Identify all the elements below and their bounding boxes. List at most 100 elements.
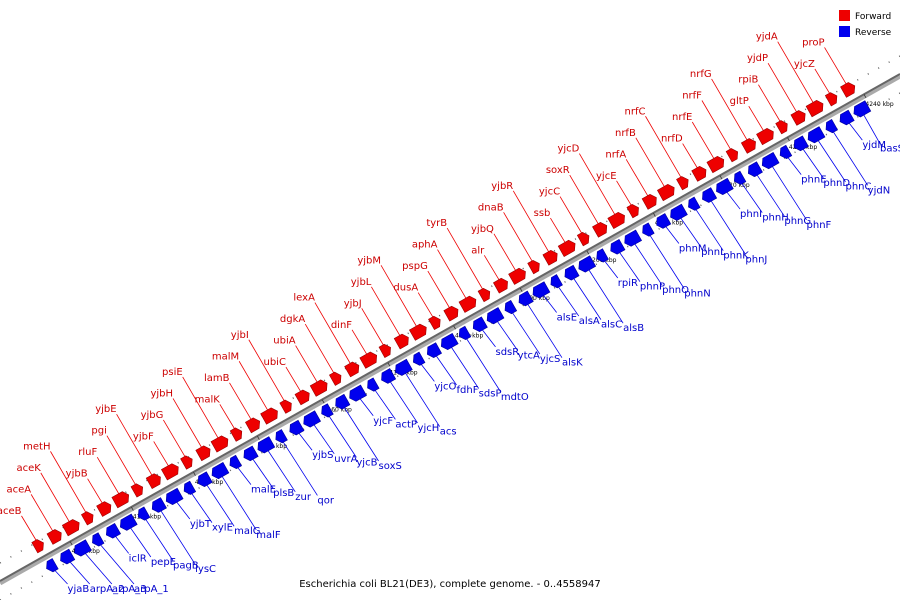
gene-phno-label[interactable]: phnO [662,285,689,296]
gene-phng-label[interactable]: phnG [784,216,811,227]
gene-pepe-label[interactable]: pepE [151,557,176,568]
gene-tyrb-label[interactable]: tyrB [426,218,447,229]
gene-yjbm-label[interactable]: yjbM [357,255,381,266]
gene-phnn-label[interactable]: phnN [684,289,711,300]
gene-malm-label[interactable]: malM [212,351,239,362]
gene-yjbj-label[interactable]: yjbJ [344,298,362,309]
gene-acea-label[interactable]: aceA [7,484,32,495]
gene-yjbl-label[interactable]: yjbL [351,277,372,288]
gene-phnd-label[interactable]: phnD [823,178,850,189]
gene-alsc-label[interactable]: alsC [601,320,622,331]
gene-dgka-label[interactable]: dgkA [280,314,305,325]
gene-malk-label[interactable]: malK [195,394,221,405]
gene-yjbh-label[interactable]: yjbH [150,388,173,399]
gene-yjcf-label[interactable]: yjcF [373,416,393,427]
gene-acek-label[interactable]: aceK [16,463,41,474]
gene-bass-label[interactable]: basS [880,144,900,155]
gene-nrfb-label[interactable]: nrfB [615,128,636,139]
gene-plsb-label[interactable]: plsB [273,488,294,499]
gene-alsb-label[interactable]: alsB [623,323,644,334]
gene-yjbt-label[interactable]: yjbT [190,519,212,530]
gene-yjab-label[interactable]: yjaB [68,584,90,595]
gene-aceb-label[interactable]: aceB [0,506,22,517]
gene-yjbb-label[interactable]: yjbB [66,469,88,480]
gene-phne-label[interactable]: phnE [801,175,826,186]
gene-yjcs-label[interactable]: yjcS [540,354,561,365]
gene-prop-label[interactable]: proP [802,37,824,48]
gene-yjch-label[interactable]: yjcH [418,423,440,434]
gene-soxs-label[interactable]: soxS [379,461,402,472]
gene-yjbi-label[interactable]: yjbI [231,330,249,341]
gene-acs-label[interactable]: acs [440,427,457,438]
gene-actp-label[interactable]: actP [395,419,417,430]
gene-ubic-label[interactable]: ubiC [263,357,285,368]
gene-phnp-label[interactable]: phnP [640,282,665,293]
gene-soxr-label[interactable]: soxR [546,165,570,176]
gene-lexa-label[interactable]: lexA [293,293,315,304]
gene-pgi-label[interactable]: pgi [91,426,106,437]
gene-yjbq-label[interactable]: yjbQ [471,224,494,235]
gene-qor-label[interactable]: qor [317,495,334,506]
gene-yjbg-label[interactable]: yjbG [141,410,164,421]
gene-ytca-label[interactable]: ytcA [518,350,540,361]
gene-nrff-label[interactable]: nrfF [682,90,702,101]
gene-yjda-label[interactable]: yjdA [756,32,778,43]
gene-dinf-label[interactable]: dinF [331,320,352,331]
gene-lysc-label[interactable]: lysC [195,564,216,575]
gene-yjbe-label[interactable]: yjbE [95,404,116,415]
gene-yjbr-label[interactable]: yjbR [491,181,513,192]
gene-ubia-label[interactable]: ubiA [273,336,295,347]
gene-phnk-label[interactable]: phnK [723,251,749,262]
gene-phnc-label[interactable]: phnC [846,182,872,193]
gene-yjcc-label[interactable]: yjcC [539,187,560,198]
gene-meth-label[interactable]: metH [23,441,50,452]
gene-yjdn-label[interactable]: yjdN [868,185,891,196]
gene-arpa-1-label[interactable]: arpA_1 [134,584,169,595]
gene-yjbs-label[interactable]: yjbS [312,450,333,461]
gene-fdhf-label[interactable]: fdhF [457,385,479,396]
gene-yjco-label[interactable]: yjcO [434,381,456,392]
gene-alsk-label[interactable]: alsK [562,358,583,369]
gene-rpib-label[interactable]: rpiB [738,75,758,86]
gene-iclr-label[interactable]: iclR [129,553,147,564]
gene-xyle-label[interactable]: xylE [212,523,233,534]
gene-yjcd-label[interactable]: yjcD [557,144,579,155]
gene-sdsr-label[interactable]: sdsR [496,347,520,358]
gene-nrfa-label[interactable]: nrfA [605,149,626,160]
gene-sdsp-label[interactable]: sdsP [479,389,502,400]
gene-nrfd-label[interactable]: nrfD [661,134,683,145]
gene-yjdm-label[interactable]: yjdM [862,140,886,151]
gene-yjcb-label[interactable]: yjcB [356,457,377,468]
gene-yjce-label[interactable]: yjcE [596,171,617,182]
gene-rpir-label[interactable]: rpiR [618,278,638,289]
gene-pspg-label[interactable]: pspG [402,261,428,272]
gene-ssb-label[interactable]: ssb [534,208,551,219]
gene-alsa-label[interactable]: alsA [579,316,600,327]
gene-phnm-label[interactable]: phnM [679,244,707,255]
gene-nrfe-label[interactable]: nrfE [672,112,692,123]
gene-pagb-label[interactable]: pagB [173,561,199,572]
gene-phni-label[interactable]: phnI [740,209,762,220]
gene-phnf-label[interactable]: phnF [807,220,832,231]
gene-yjdp-label[interactable]: yjdP [747,53,768,64]
gene-malg-label[interactable]: malG [234,526,260,537]
gene-yjcz-label[interactable]: yjcZ [794,59,815,70]
gene-dnab-label[interactable]: dnaB [478,202,504,213]
gene-mdto-label[interactable]: mdtO [501,392,529,403]
gene-zur-label[interactable]: zur [295,492,312,503]
gene-malf-label[interactable]: malF [256,530,281,541]
gene-yjbf-label[interactable]: yjbF [133,431,154,442]
gene-phnh-label[interactable]: phnH [762,213,789,224]
gene-phnj-label[interactable]: phnJ [745,254,767,265]
gene-alse-label[interactable]: alsE [557,312,577,323]
gene-male-label[interactable]: malE [251,485,276,496]
gene-arpa-3-label[interactable]: arpA_3 [112,584,147,595]
gene-dusa-label[interactable]: dusA [393,283,418,294]
gene-uvra-label[interactable]: uvrA [334,454,357,465]
gene-rluf-label[interactable]: rluF [78,447,97,458]
gene-gltp-label[interactable]: gltP [730,96,749,107]
gene-psie-label[interactable]: psiE [162,367,183,378]
gene-apha-label[interactable]: aphA [412,240,438,251]
gene-alr-label[interactable]: alr [471,245,485,256]
gene-lamb-label[interactable]: lamB [204,373,230,384]
